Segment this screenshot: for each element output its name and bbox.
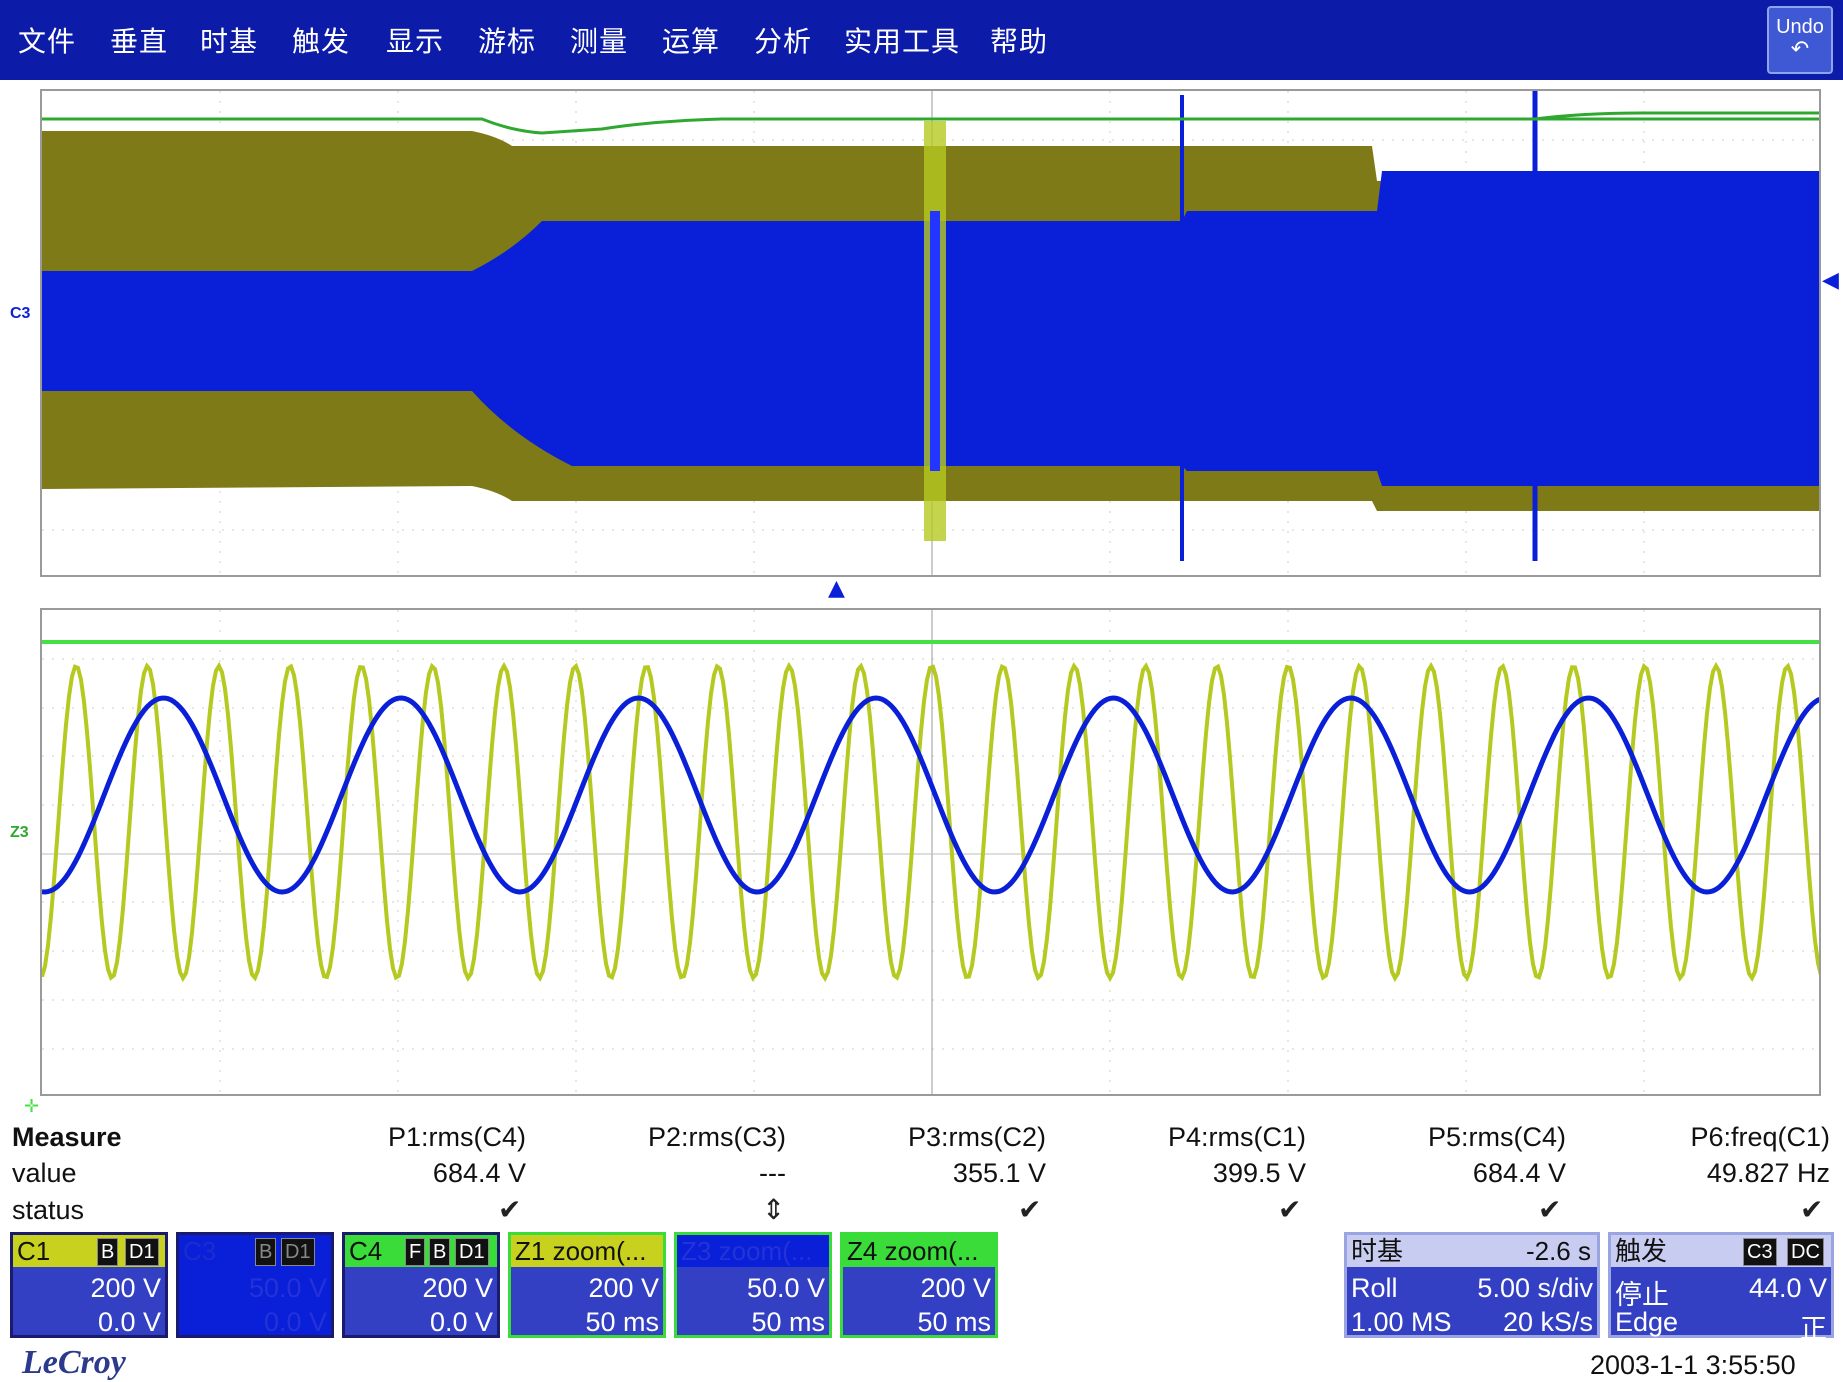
badge: D1 bbox=[455, 1238, 489, 1266]
zoom-box-z4[interactable]: Z4 zoom(... 200 V 50 ms bbox=[840, 1232, 998, 1338]
channel-volts-div: 200 V bbox=[422, 1273, 493, 1303]
zoom-waveform-svg bbox=[42, 610, 1819, 1094]
param-value: 684.4 V bbox=[1472, 1158, 1566, 1188]
badge: F bbox=[405, 1238, 426, 1266]
menu-display[interactable]: 显示 bbox=[386, 25, 445, 58]
zoom-header: Z4 zoom(... bbox=[843, 1235, 995, 1267]
zoom-volts-div: 200 V bbox=[588, 1273, 659, 1303]
menu-trigger[interactable]: 触发 bbox=[292, 25, 351, 58]
timebase-box[interactable]: 时基 -2.6 s Roll 5.00 s/div 1.00 MS 20 kS/… bbox=[1344, 1232, 1600, 1338]
timebase-scale: 5.00 s/div bbox=[1477, 1273, 1593, 1303]
timebase-sample-rate: 20 kS/s bbox=[1502, 1307, 1593, 1337]
zoom-box-z3[interactable]: Z3 zoom(... 50.0 V 50 ms bbox=[674, 1232, 832, 1338]
menu-file[interactable]: 文件 bbox=[18, 25, 77, 58]
trigger-slope: 正 bbox=[1800, 1314, 1827, 1344]
param-name[interactable]: P4:rms(C1) bbox=[1167, 1122, 1306, 1152]
menu-measure[interactable]: 测量 bbox=[570, 25, 629, 58]
trigger-coupling-badge: DC bbox=[1787, 1238, 1824, 1266]
zoom-time-div: 50 ms bbox=[917, 1307, 991, 1337]
menu-cursors[interactable]: 游标 bbox=[478, 25, 537, 58]
param-value: 684.4 V bbox=[432, 1158, 526, 1188]
check-icon: ✔ bbox=[1800, 1193, 1824, 1226]
main-waveform-grid[interactable] bbox=[40, 89, 1821, 577]
undo-button[interactable]: Undo ↶ bbox=[1767, 6, 1833, 74]
badge: D1 bbox=[125, 1238, 159, 1266]
badge: B bbox=[255, 1238, 277, 1266]
undo-arrow-icon: ↶ bbox=[1790, 37, 1810, 62]
datetime: 2003-1-1 3:55:50 bbox=[1590, 1350, 1796, 1380]
zoom-header: Z1 zoom(... bbox=[511, 1235, 663, 1267]
green-trace bbox=[42, 117, 1819, 135]
param-name[interactable]: P2:rms(C3) bbox=[647, 1122, 786, 1152]
channel-offset: 0.0 V bbox=[429, 1307, 493, 1337]
param-value: 399.5 V bbox=[1212, 1158, 1306, 1188]
trigger-position-arrow-icon: ▲ bbox=[828, 576, 845, 601]
channel-header: C3 bbox=[183, 1236, 217, 1266]
zoom-time-div: 50 ms bbox=[585, 1307, 659, 1337]
check-icon: ✔ bbox=[1538, 1193, 1562, 1226]
warning-icon: ⇕ bbox=[762, 1193, 786, 1226]
check-icon: ✔ bbox=[1018, 1193, 1042, 1226]
menu-timebase[interactable]: 时基 bbox=[200, 25, 259, 58]
menu-vertical[interactable]: 垂直 bbox=[110, 25, 169, 58]
main-waveform-svg bbox=[42, 91, 1819, 575]
channel-volts-div: 200 V bbox=[90, 1273, 161, 1303]
check-icon: ✔ bbox=[1278, 1193, 1302, 1226]
channel-box-c3[interactable]: C3 B D1 50.0 V 0.0 V bbox=[176, 1232, 334, 1338]
param-value: --- bbox=[759, 1158, 786, 1188]
c3-marker[interactable]: C3 bbox=[10, 305, 31, 322]
z3-marker[interactable]: Z3 bbox=[10, 824, 29, 841]
channel-offset: 0.0 V bbox=[263, 1307, 327, 1337]
param-name[interactable]: P5:rms(C4) bbox=[1427, 1122, 1566, 1152]
lecroy-logo: LeCroy bbox=[22, 1344, 126, 1381]
param-name[interactable]: P1:rms(C4) bbox=[387, 1122, 526, 1152]
menu-bar: 文件 垂直 时基 触发 显示 游标 测量 运算 分析 实用工具 帮助 Undo … bbox=[0, 0, 1843, 80]
timebase-memory: 1.00 MS bbox=[1351, 1307, 1452, 1337]
timebase-header: 时基 -2.6 s bbox=[1347, 1235, 1597, 1267]
trigger-state: 停止 bbox=[1615, 1280, 1669, 1310]
channel-volts-div: 50.0 V bbox=[248, 1273, 327, 1303]
check-icon: ✔ bbox=[498, 1193, 522, 1226]
measure-row-status: status bbox=[12, 1195, 85, 1225]
channel-box-c1[interactable]: C1 B D1 200 V 0.0 V bbox=[10, 1232, 168, 1338]
trigger-level: 44.0 V bbox=[1748, 1273, 1827, 1303]
trigger-level-arrow-icon: ◀ bbox=[1822, 268, 1839, 293]
menu-help[interactable]: 帮助 bbox=[990, 25, 1049, 58]
ground-marker-icon: ✛ bbox=[24, 1096, 40, 1117]
zoom-volts-div: 50.0 V bbox=[746, 1273, 825, 1303]
menu-analysis[interactable]: 分析 bbox=[754, 25, 813, 58]
zoom-box-z1[interactable]: Z1 zoom(... 200 V 50 ms bbox=[508, 1232, 666, 1338]
menu-math[interactable]: 运算 bbox=[662, 25, 721, 58]
badge: B bbox=[97, 1238, 119, 1266]
trigger-box[interactable]: 触发 C3 DC 停止 44.0 V Edge 正 bbox=[1608, 1232, 1834, 1344]
measure-title[interactable]: Measure bbox=[12, 1122, 122, 1152]
trigger-type: Edge bbox=[1615, 1307, 1679, 1337]
zoom-header: Z3 zoom(... bbox=[677, 1235, 829, 1267]
yellowgreen-sine-trace bbox=[42, 661, 1819, 983]
timebase-mode: Roll bbox=[1351, 1273, 1398, 1303]
param-value: 355.1 V bbox=[952, 1158, 1046, 1188]
channel-offset: 0.0 V bbox=[97, 1307, 161, 1337]
param-value: 49.827 Hz bbox=[1706, 1158, 1830, 1188]
channel-box-c4[interactable]: C4 F B D1 200 V 0.0 V bbox=[342, 1232, 500, 1338]
zoom-time-div: 50 ms bbox=[751, 1307, 825, 1337]
badge: D1 bbox=[281, 1238, 315, 1266]
param-name[interactable]: P6:freq(C1) bbox=[1690, 1122, 1830, 1152]
menu-utilities[interactable]: 实用工具 bbox=[844, 25, 961, 58]
param-name[interactable]: P3:rms(C2) bbox=[907, 1122, 1046, 1152]
badge: B bbox=[429, 1238, 451, 1266]
blue-sine-trace bbox=[42, 695, 1819, 895]
trigger-source-badge: C3 bbox=[1743, 1238, 1777, 1266]
zoom-waveform-grid[interactable] bbox=[40, 608, 1821, 1096]
zoom-volts-div: 200 V bbox=[920, 1273, 991, 1303]
undo-label: Undo bbox=[1776, 16, 1824, 38]
measure-row-value: value bbox=[12, 1158, 77, 1188]
